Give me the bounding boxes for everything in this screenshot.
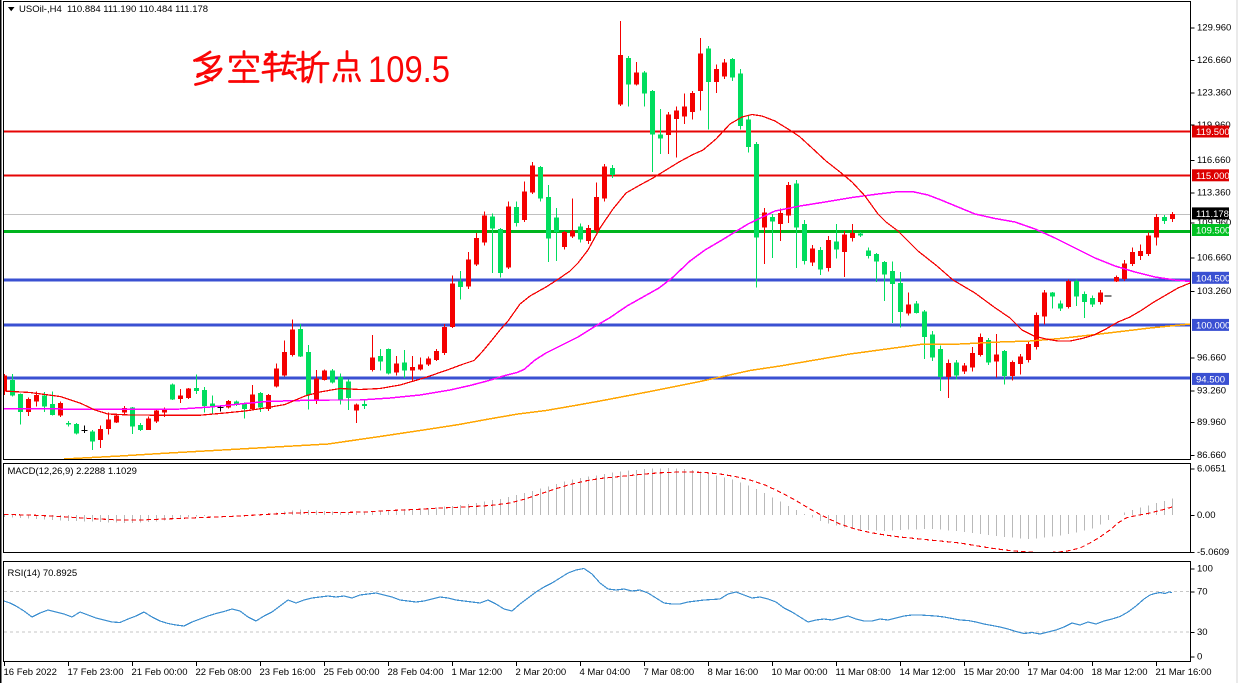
svg-text:18 Mar 12:00: 18 Mar 12:00: [1092, 667, 1148, 678]
svg-text:14 Mar 12:00: 14 Mar 12:00: [900, 667, 956, 678]
svg-text:109.500: 109.500: [1196, 226, 1230, 237]
svg-text:21 Mar 16:00: 21 Mar 16:00: [1156, 667, 1212, 678]
svg-text:129.960: 129.960: [1197, 23, 1231, 34]
svg-text:115.000: 115.000: [1196, 171, 1230, 182]
svg-text:7 Mar 08:00: 7 Mar 08:00: [644, 667, 695, 678]
svg-text:22 Feb 08:00: 22 Feb 08:00: [196, 667, 252, 678]
svg-text:15 Mar 20:00: 15 Mar 20:00: [964, 667, 1020, 678]
svg-text:4 Mar 04:00: 4 Mar 04:00: [580, 667, 631, 678]
svg-text:21 Feb 00:00: 21 Feb 00:00: [132, 667, 188, 678]
svg-text:86.660: 86.660: [1197, 450, 1226, 461]
svg-text:RSI(14) 70.8925: RSI(14) 70.8925: [8, 568, 78, 579]
svg-text:6.0651: 6.0651: [1197, 464, 1226, 475]
svg-text:119.500: 119.500: [1196, 127, 1230, 138]
svg-text:106.660: 106.660: [1197, 253, 1231, 264]
svg-text:109.960: 109.960: [1197, 218, 1231, 229]
svg-text:119.960: 119.960: [1197, 120, 1231, 131]
svg-text:100.000: 100.000: [1196, 320, 1230, 331]
svg-text:17 Feb 23:00: 17 Feb 23:00: [68, 667, 124, 678]
svg-text:1 Mar 12:00: 1 Mar 12:00: [452, 667, 503, 678]
svg-text:8 Mar 16:00: 8 Mar 16:00: [708, 667, 759, 678]
svg-text:25 Feb 00:00: 25 Feb 00:00: [324, 667, 380, 678]
svg-text:0: 0: [1197, 652, 1202, 663]
svg-text:96.660: 96.660: [1197, 353, 1226, 364]
svg-text:11 Mar 08:00: 11 Mar 08:00: [836, 667, 891, 678]
svg-text:103.260: 103.260: [1197, 286, 1231, 297]
svg-text:30: 30: [1197, 627, 1208, 638]
svg-text:17 Mar 04:00: 17 Mar 04:00: [1028, 667, 1084, 678]
svg-text:104.500: 104.500: [1196, 273, 1230, 284]
svg-text:126.660: 126.660: [1197, 55, 1231, 66]
svg-text:116.660: 116.660: [1197, 155, 1231, 166]
svg-text:113.360: 113.360: [1197, 188, 1231, 199]
svg-text:10 Mar 00:00: 10 Mar 00:00: [772, 667, 828, 678]
svg-text:23 Feb 16:00: 23 Feb 16:00: [260, 667, 316, 678]
svg-text:93.260: 93.260: [1197, 386, 1226, 397]
svg-text:111.178: 111.178: [1196, 209, 1229, 220]
svg-text:16 Feb 2022: 16 Feb 2022: [4, 667, 57, 678]
svg-text:123.360: 123.360: [1197, 88, 1231, 99]
svg-text:USOil-,H4 110.884 111.190 110: USOil-,H4 110.884 111.190 110.484 111.17…: [19, 4, 208, 15]
svg-text:0.00: 0.00: [1197, 510, 1216, 521]
svg-text:-5.0609: -5.0609: [1197, 547, 1229, 558]
svg-text:109.5: 109.5: [368, 48, 450, 90]
svg-text:28 Feb 04:00: 28 Feb 04:00: [388, 667, 444, 678]
svg-text:70: 70: [1197, 587, 1208, 598]
svg-text:89.960: 89.960: [1197, 417, 1226, 428]
svg-text:MACD(12,26,9) 2.2288 1.1029: MACD(12,26,9) 2.2288 1.1029: [8, 466, 137, 477]
svg-text:2 Mar 20:00: 2 Mar 20:00: [516, 667, 567, 678]
svg-text:94.500: 94.500: [1196, 374, 1225, 385]
svg-text:100: 100: [1197, 564, 1213, 575]
